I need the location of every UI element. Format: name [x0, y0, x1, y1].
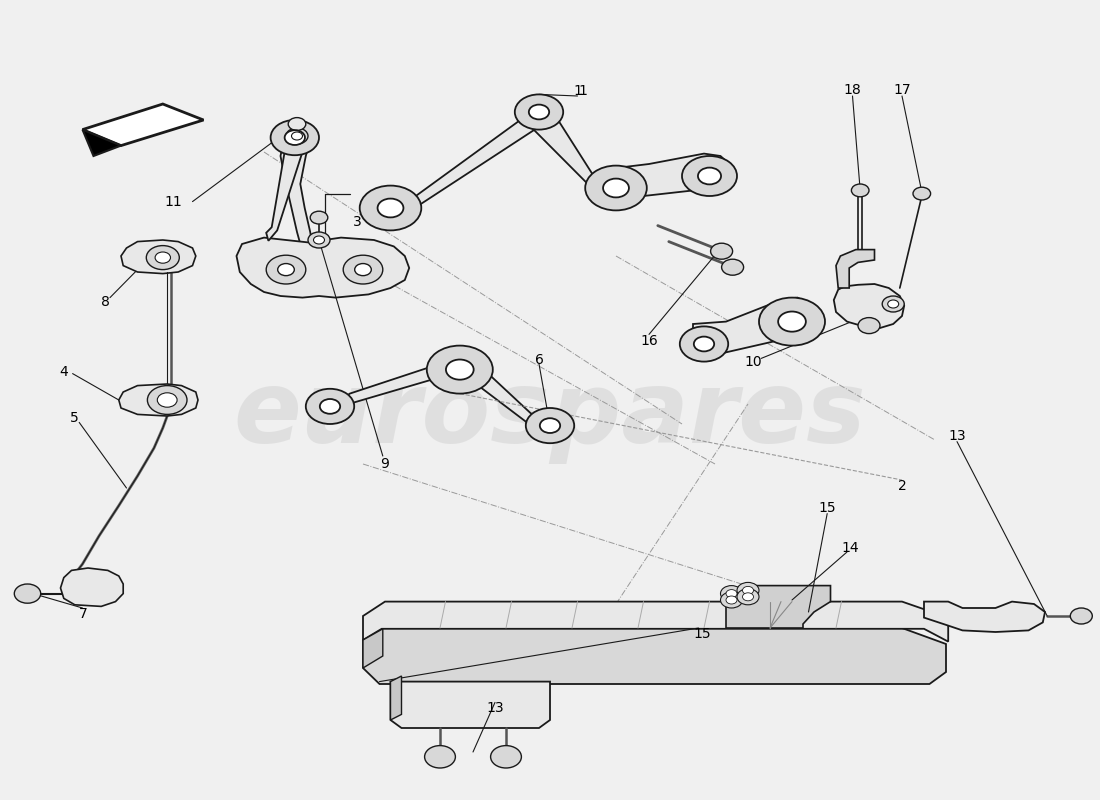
Polygon shape — [82, 130, 121, 156]
Text: 14: 14 — [842, 541, 859, 555]
Circle shape — [742, 586, 754, 594]
Polygon shape — [121, 240, 196, 274]
Circle shape — [360, 186, 421, 230]
Text: 3: 3 — [353, 214, 362, 229]
Circle shape — [742, 593, 754, 601]
Circle shape — [286, 128, 308, 144]
Text: 15: 15 — [693, 626, 711, 641]
Circle shape — [354, 263, 372, 276]
Circle shape — [425, 746, 455, 768]
Text: 13: 13 — [486, 701, 504, 715]
Polygon shape — [447, 352, 539, 432]
Text: 4: 4 — [59, 365, 68, 379]
Polygon shape — [924, 602, 1045, 632]
Circle shape — [737, 589, 759, 605]
Polygon shape — [522, 102, 603, 196]
Text: 7: 7 — [79, 607, 88, 622]
Polygon shape — [390, 676, 402, 720]
Circle shape — [157, 393, 177, 407]
Polygon shape — [363, 628, 946, 684]
Circle shape — [603, 178, 629, 198]
Text: 6: 6 — [535, 353, 543, 367]
Polygon shape — [341, 352, 480, 413]
Circle shape — [726, 590, 737, 598]
Circle shape — [288, 118, 306, 130]
Circle shape — [711, 243, 733, 259]
Polygon shape — [836, 250, 874, 288]
Polygon shape — [60, 568, 123, 606]
Text: 2: 2 — [898, 479, 906, 494]
Polygon shape — [236, 238, 409, 298]
Polygon shape — [82, 104, 204, 146]
Circle shape — [285, 130, 305, 145]
Polygon shape — [363, 602, 948, 642]
Circle shape — [446, 359, 474, 380]
Circle shape — [778, 311, 806, 332]
Text: 10: 10 — [745, 354, 762, 369]
Polygon shape — [363, 629, 383, 668]
Circle shape — [155, 252, 170, 263]
Circle shape — [277, 263, 295, 276]
Circle shape — [292, 132, 302, 140]
Circle shape — [491, 746, 521, 768]
Text: 9: 9 — [381, 457, 389, 471]
Circle shape — [694, 337, 714, 351]
Circle shape — [1070, 608, 1092, 624]
Circle shape — [308, 232, 330, 248]
Text: 15: 15 — [818, 501, 836, 515]
Circle shape — [722, 259, 744, 275]
Circle shape — [720, 586, 742, 602]
Circle shape — [913, 187, 931, 200]
Circle shape — [682, 156, 737, 196]
Circle shape — [14, 584, 41, 603]
Circle shape — [147, 386, 187, 414]
Circle shape — [515, 94, 563, 130]
Polygon shape — [280, 140, 314, 254]
Circle shape — [851, 184, 869, 197]
Text: 8: 8 — [101, 295, 110, 310]
Text: 1: 1 — [579, 84, 587, 98]
Circle shape — [759, 298, 825, 346]
Circle shape — [146, 246, 179, 270]
Circle shape — [266, 255, 306, 284]
Text: 5: 5 — [70, 410, 79, 425]
Polygon shape — [726, 586, 830, 628]
Text: 18: 18 — [844, 83, 861, 98]
Text: 13: 13 — [948, 429, 966, 443]
Circle shape — [427, 346, 493, 394]
Circle shape — [720, 592, 742, 608]
Circle shape — [320, 399, 340, 414]
Circle shape — [271, 120, 319, 155]
Text: 1: 1 — [573, 84, 582, 98]
Polygon shape — [404, 102, 556, 216]
Text: 17: 17 — [893, 83, 911, 98]
Text: 16: 16 — [640, 334, 658, 348]
Circle shape — [698, 168, 722, 184]
Polygon shape — [693, 298, 820, 354]
Circle shape — [343, 255, 383, 284]
Circle shape — [529, 105, 549, 119]
Circle shape — [882, 296, 904, 312]
Circle shape — [526, 408, 574, 443]
Circle shape — [540, 418, 560, 433]
Text: eurospares: eurospares — [233, 367, 867, 465]
Circle shape — [306, 389, 354, 424]
Polygon shape — [390, 682, 550, 728]
Polygon shape — [266, 134, 306, 241]
Circle shape — [377, 198, 404, 218]
Circle shape — [680, 326, 728, 362]
Circle shape — [310, 211, 328, 224]
Polygon shape — [119, 384, 198, 416]
Circle shape — [888, 300, 899, 308]
Circle shape — [585, 166, 647, 210]
Circle shape — [314, 236, 324, 244]
Text: 11: 11 — [165, 194, 183, 209]
Polygon shape — [616, 154, 734, 196]
Circle shape — [858, 318, 880, 334]
Polygon shape — [834, 284, 904, 328]
Circle shape — [737, 582, 759, 598]
Circle shape — [726, 596, 737, 604]
